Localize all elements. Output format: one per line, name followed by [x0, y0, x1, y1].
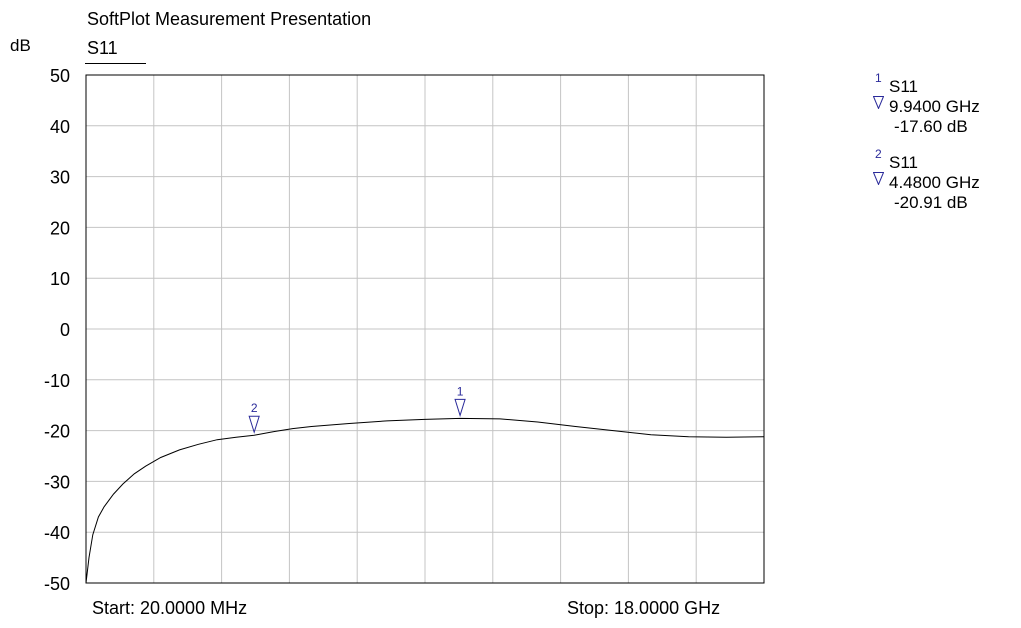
legend-marker-number: 2	[875, 147, 882, 161]
y-tick-label: 40	[50, 117, 70, 137]
start-frequency-label: Start: 20.0000 MHz	[92, 598, 248, 618]
y-tick-label: 10	[50, 269, 70, 289]
marker-2-triangle	[248, 415, 260, 434]
marker-1-triangle	[454, 398, 466, 418]
y-tick-label: -20	[44, 422, 70, 442]
legend-series-name: S11	[889, 77, 918, 96]
plot-frame	[85, 74, 765, 584]
series-underline	[85, 63, 146, 64]
legend-value: -17.60 dB	[894, 117, 968, 136]
legend-series-name: S11	[889, 153, 918, 172]
y-tick-label: 0	[60, 320, 70, 340]
stop-frequency-label: Stop: 18.0000 GHz	[567, 598, 721, 618]
y-tick-label: -40	[44, 523, 70, 543]
legend-frequency: 9.9400 GHz	[889, 97, 980, 116]
series-label: S11	[87, 38, 118, 58]
y-tick-label: 20	[50, 218, 70, 238]
chart-title: SoftPlot Measurement Presentation	[87, 9, 372, 29]
series-line-s11	[85, 417, 765, 584]
marker-triangle-icon	[873, 96, 884, 109]
legend-value: -20.91 dB	[894, 193, 968, 212]
marker-1-label: 1	[457, 384, 464, 398]
y-tick-label: -10	[44, 371, 70, 391]
y-tick-label: 50	[50, 66, 70, 86]
y-tick-label: 30	[50, 168, 70, 188]
y-tick-label: -50	[44, 574, 70, 594]
marker-2-label: 2	[251, 401, 258, 415]
legend-frequency: 4.4800 GHz	[889, 173, 980, 192]
marker-triangle-icon	[873, 172, 884, 185]
legend-marker-number: 1	[875, 71, 882, 85]
y-tick-label: -30	[44, 472, 70, 492]
y-axis-unit: dB	[10, 36, 31, 55]
